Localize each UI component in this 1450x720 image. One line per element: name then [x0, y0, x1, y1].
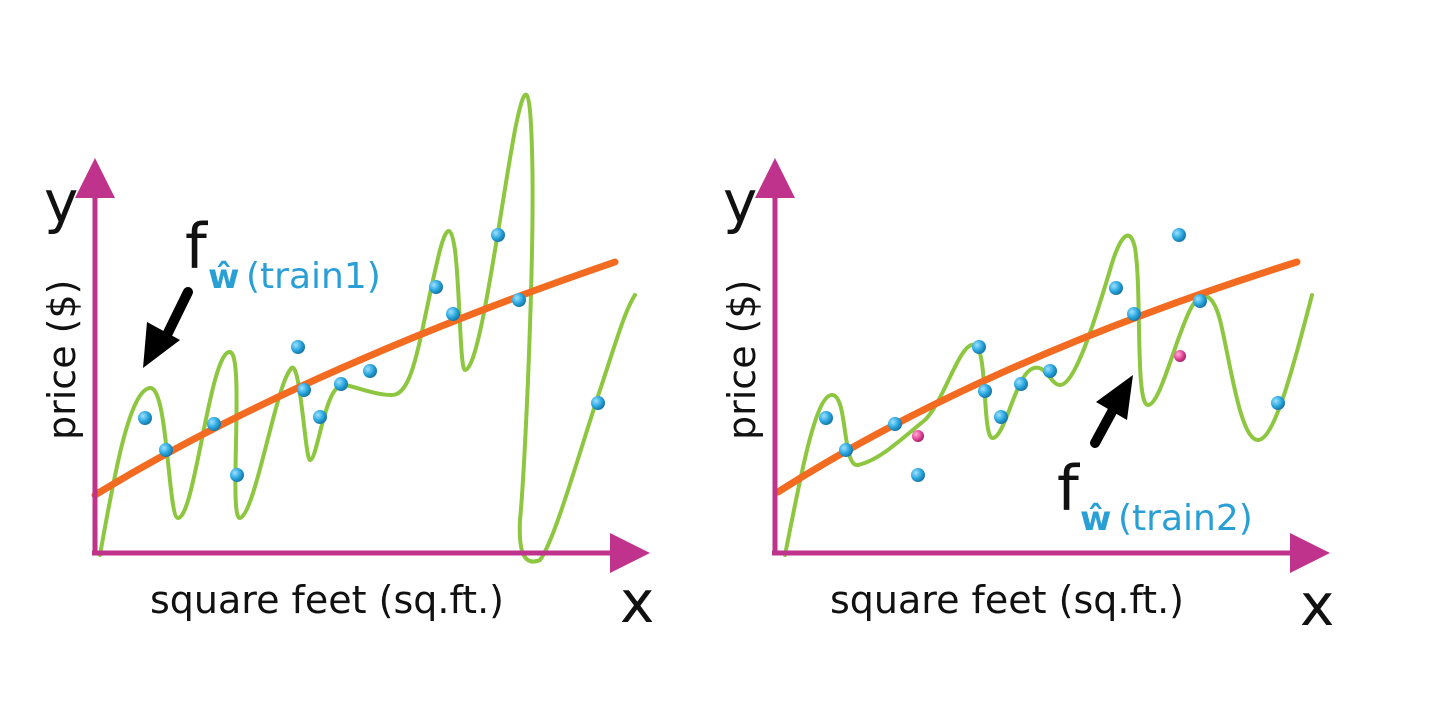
- right-fit-w-hat: ŵ: [1080, 499, 1111, 539]
- data-point: [911, 468, 925, 482]
- data-point: [334, 377, 348, 391]
- data-point: [839, 443, 853, 457]
- data-point: [512, 293, 526, 307]
- right-overfit-curve: [783, 233, 1314, 557]
- data-point: [313, 410, 327, 424]
- data-point: [1271, 396, 1285, 410]
- data-point: [591, 396, 605, 410]
- left-fit-label: f ŵ (train1): [185, 210, 381, 297]
- left-fit-w-hat: ŵ: [208, 257, 239, 297]
- right-y-axis-label: price ($): [720, 280, 764, 440]
- left-y-letter: y: [44, 168, 78, 236]
- left-fit-subscript: (train1): [246, 256, 381, 297]
- right-callout-arrow: [1090, 375, 1133, 448]
- left-simple-fit-curve: [91, 258, 619, 499]
- data-point: [819, 411, 833, 425]
- data-point: [297, 383, 311, 397]
- data-point: [138, 411, 152, 425]
- data-point: [291, 340, 305, 354]
- left-x-letter: x: [620, 568, 654, 636]
- data-point: [159, 443, 173, 457]
- left-callout-arrow: [143, 287, 193, 368]
- data-point: [230, 468, 244, 482]
- left-x-axis-label: square feet (sq.ft.): [150, 578, 504, 622]
- data-point: [1127, 307, 1141, 321]
- data-point: [429, 280, 443, 294]
- right-x-letter: x: [1300, 571, 1334, 639]
- right-x-axis-label: square feet (sq.ft.): [830, 578, 1184, 622]
- data-point: [972, 340, 986, 354]
- left-training-points: [138, 228, 605, 482]
- data-point: [207, 417, 221, 431]
- right-highlighted-points: [912, 350, 1186, 442]
- data-point: [363, 364, 377, 378]
- data-point: [1172, 228, 1186, 242]
- left-overfit-curve: [98, 92, 637, 564]
- data-point: [1014, 377, 1028, 391]
- right-fit-f: f: [1057, 452, 1081, 525]
- data-point: [994, 410, 1008, 424]
- right-simple-fit-curve: [774, 258, 1301, 496]
- right-fit-subscript: (train2): [1118, 498, 1253, 539]
- data-point-highlight: [1174, 350, 1186, 362]
- data-point: [491, 228, 505, 242]
- left-y-axis-label: price ($): [40, 280, 84, 440]
- data-point: [1193, 294, 1207, 308]
- data-point: [978, 384, 992, 398]
- data-point: [446, 307, 460, 321]
- right-fit-label: f ŵ (train2): [1057, 452, 1253, 539]
- data-point-highlight: [912, 430, 924, 442]
- right-training-points: [819, 228, 1285, 482]
- data-point: [888, 417, 902, 431]
- left-fit-f: f: [185, 210, 209, 283]
- left-panel: y x price ($) square feet (sq.ft.) f ŵ (…: [40, 92, 654, 636]
- data-point: [1109, 281, 1123, 295]
- data-point: [1043, 364, 1057, 378]
- right-panel: y x price ($) square feet (sq.ft.) f ŵ (…: [720, 158, 1334, 639]
- right-y-letter: y: [723, 168, 757, 236]
